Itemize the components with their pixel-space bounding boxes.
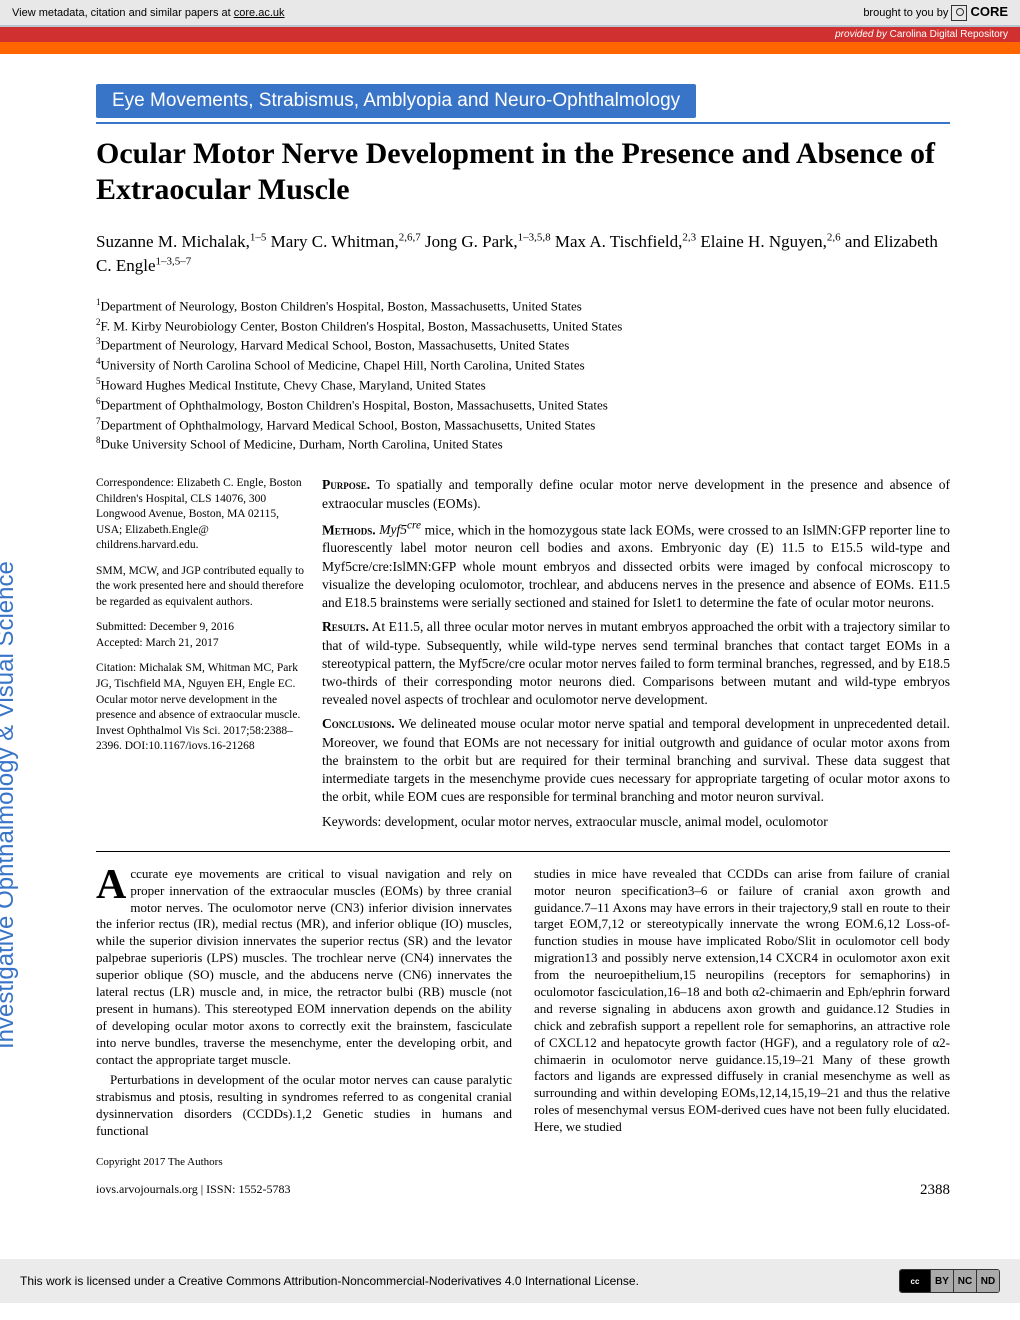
abstract-purpose: Purpose. To spatially and temporally def… — [322, 476, 950, 512]
dates: Submitted: December 9, 2016Accepted: Mar… — [96, 620, 306, 651]
body-para-3: studies in mice have revealed that CCDDs… — [534, 866, 950, 1136]
contribution-note: SMM, MCW, and JGP contributed equally to… — [96, 564, 306, 611]
core-logo: CORE — [970, 4, 1008, 19]
body-para-2: Perturbations in development of the ocul… — [96, 1072, 512, 1140]
abstract-keywords: Keywords: development, ocular motor nerv… — [322, 813, 950, 831]
provided-italic: provided by — [835, 29, 889, 40]
abstract-content: Purpose. To spatially and temporally def… — [322, 476, 950, 836]
core-brought-text: brought to you by — [863, 7, 951, 19]
abstract-conclusions: Conclusions. We delineated mouse ocular … — [322, 715, 950, 806]
correspondence-address: Correspondence: Elizabeth C. Engle, Bost… — [96, 476, 306, 554]
affiliations-block: 1Department of Neurology, Boston Childre… — [96, 296, 950, 455]
abstract-methods: Methods. Myf5cre mice, which in the homo… — [322, 519, 950, 613]
blue-rule — [96, 122, 950, 124]
provided-source: Carolina Digital Repository — [890, 29, 1008, 40]
core-icon — [951, 5, 967, 21]
article-title: Ocular Motor Nerve Development in the Pr… — [96, 136, 950, 208]
citation: Citation: Michalak SM, Whitman MC, Park … — [96, 661, 306, 754]
section-banner: Eye Movements, Strabismus, Amblyopia and… — [96, 84, 696, 118]
page-content: Investigative Ophthalmology & Visual Sci… — [0, 54, 1020, 1229]
page-number: 2388 — [920, 1182, 950, 1199]
abstract-results: Results. At E11.5, all three ocular moto… — [322, 618, 950, 709]
core-metadata-bar: View metadata, citation and similar pape… — [0, 0, 1020, 27]
core-right: brought to you by CORE — [863, 4, 1008, 21]
authors-line: Suzanne M. Michalak,1–5 Mary C. Whitman,… — [96, 230, 950, 278]
core-left: View metadata, citation and similar pape… — [12, 7, 285, 19]
separator-rule — [96, 851, 950, 852]
cc-badge-icon: cc BY NC ND — [899, 1269, 1000, 1293]
body-text: Accurate eye movements are critical to v… — [96, 866, 950, 1142]
journal-sidebar-text: Investigative Ophthalmology & Visual Sci… — [0, 561, 20, 1049]
abstract-region: Correspondence: Elizabeth C. Engle, Bost… — [96, 476, 950, 836]
license-bar: This work is licensed under a Creative C… — [0, 1259, 1020, 1303]
copyright-line: Copyright 2017 The Authors — [96, 1156, 950, 1168]
core-link[interactable]: core.ac.uk — [234, 7, 285, 19]
body-para-1: Accurate eye movements are critical to v… — [96, 866, 512, 1069]
orange-rule — [0, 42, 1020, 54]
correspondence-sidebar: Correspondence: Elizabeth C. Engle, Bost… — [96, 476, 306, 836]
license-text: This work is licensed under a Creative C… — [20, 1274, 639, 1288]
footer-line: iovs.arvojournals.org | ISSN: 1552-5783 … — [96, 1182, 950, 1199]
journal-issn: iovs.arvojournals.org | ISSN: 1552-5783 — [96, 1182, 291, 1199]
provided-by-bar: provided by Carolina Digital Repository — [0, 27, 1020, 42]
core-left-text: View metadata, citation and similar pape… — [12, 7, 234, 19]
